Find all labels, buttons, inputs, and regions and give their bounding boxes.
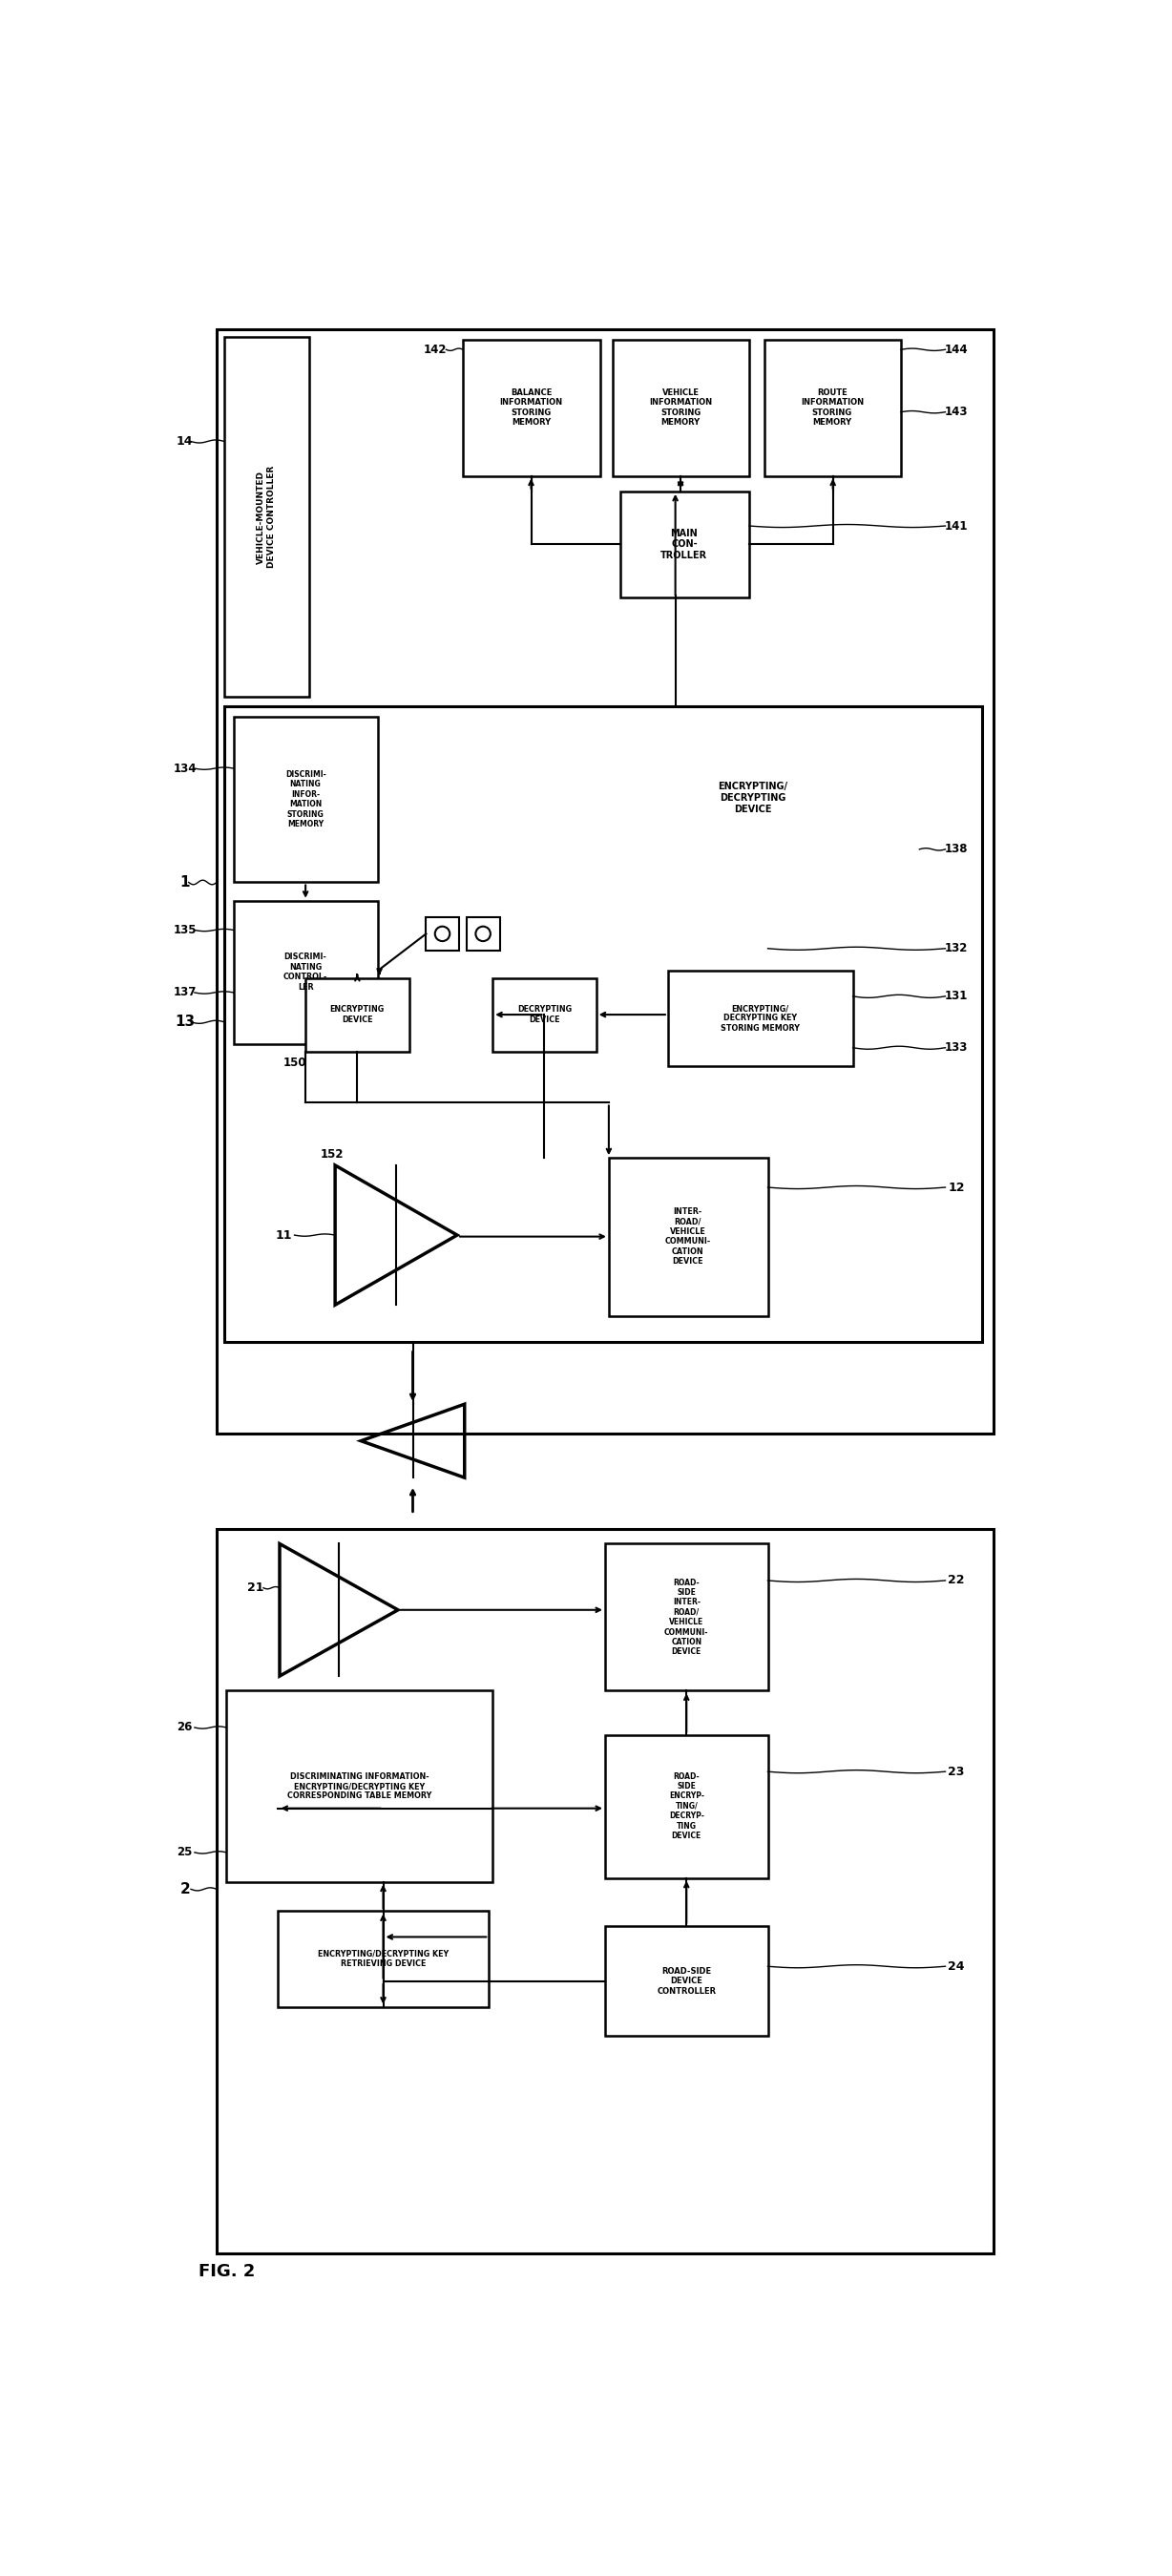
Bar: [605, 1734, 768, 1878]
Text: 143: 143: [945, 407, 968, 417]
Text: 2: 2: [179, 1883, 190, 1896]
Bar: [605, 1543, 768, 1690]
Bar: [427, 917, 459, 951]
Bar: [466, 917, 500, 951]
Bar: [233, 716, 379, 884]
Text: 13: 13: [175, 1015, 195, 1030]
Text: 135: 135: [173, 925, 197, 935]
Bar: [605, 1927, 768, 2035]
Text: ROAD-SIDE
DEVICE
CONTROLLER: ROAD-SIDE DEVICE CONTROLLER: [656, 1968, 716, 1996]
Text: 144: 144: [945, 343, 968, 355]
Bar: [608, 1159, 768, 1316]
Bar: [224, 337, 309, 698]
Text: 25: 25: [177, 1847, 192, 1860]
Bar: [226, 1690, 492, 1883]
Text: ENCRYPTING
DEVICE: ENCRYPTING DEVICE: [331, 1005, 384, 1023]
Text: DISCRIMI-
NATING
CONTROL-
LER: DISCRIMI- NATING CONTROL- LER: [284, 953, 328, 992]
Text: 142: 142: [423, 343, 447, 355]
Text: 137: 137: [173, 987, 197, 999]
Text: DISCRIMI-
NATING
INFOR-
MATION
STORING
MEMORY: DISCRIMI- NATING INFOR- MATION STORING M…: [285, 770, 326, 829]
Text: VEHICLE
INFORMATION
STORING
MEMORY: VEHICLE INFORMATION STORING MEMORY: [649, 389, 713, 428]
Text: 22: 22: [948, 1574, 965, 1587]
Text: DECRYPTING
DEVICE: DECRYPTING DEVICE: [517, 1005, 572, 1023]
Text: DISCRIMINATING INFORMATION-
ENCRYPTING/DECRYPTING KEY
CORRESPONDING TABLE MEMORY: DISCRIMINATING INFORMATION- ENCRYPTING/D…: [287, 1772, 431, 1801]
Text: 24: 24: [948, 1960, 965, 1973]
Text: ROAD-
SIDE
ENCRYP-
TING/
DECRYP-
TING
DEVICE: ROAD- SIDE ENCRYP- TING/ DECRYP- TING DE…: [669, 1772, 704, 1839]
Bar: [764, 340, 901, 477]
Bar: [613, 340, 749, 477]
Text: ROUTE
INFORMATION
STORING
MEMORY: ROUTE INFORMATION STORING MEMORY: [800, 389, 864, 428]
Text: INTER-
ROAD/
VEHICLE
COMMUNI-
CATION
DEVICE: INTER- ROAD/ VEHICLE COMMUNI- CATION DEV…: [665, 1208, 711, 1265]
Text: BALANCE
INFORMATION
STORING
MEMORY: BALANCE INFORMATION STORING MEMORY: [499, 389, 563, 428]
Text: 141: 141: [945, 520, 968, 533]
Text: 23: 23: [948, 1765, 965, 1777]
Bar: [463, 340, 600, 477]
Text: FIG. 2: FIG. 2: [198, 2262, 255, 2280]
Text: 26: 26: [177, 1721, 192, 1734]
Text: 132: 132: [945, 943, 968, 956]
Bar: [217, 330, 994, 1432]
Text: 14: 14: [177, 435, 193, 448]
Text: ENCRYPTING/
DECRYPTING KEY
STORING MEMORY: ENCRYPTING/ DECRYPTING KEY STORING MEMOR…: [721, 1005, 800, 1033]
Text: 134: 134: [173, 762, 197, 775]
Text: 11: 11: [275, 1229, 292, 1242]
Text: 152: 152: [320, 1149, 343, 1159]
Text: 21: 21: [247, 1582, 265, 1595]
Bar: [217, 1530, 994, 2254]
Bar: [620, 492, 749, 598]
Text: 150: 150: [282, 1056, 306, 1069]
Text: ENCRYPTING/
DECRYPTING
DEVICE: ENCRYPTING/ DECRYPTING DEVICE: [718, 783, 788, 814]
Bar: [278, 1911, 489, 2007]
Text: ENCRYPTING/DECRYPTING KEY
RETRIEVING DEVICE: ENCRYPTING/DECRYPTING KEY RETRIEVING DEV…: [318, 1950, 449, 1968]
Text: ROAD-
SIDE
INTER-
ROAD/
VEHICLE
COMMUNI-
CATION
DEVICE: ROAD- SIDE INTER- ROAD/ VEHICLE COMMUNI-…: [665, 1579, 709, 1656]
Bar: [233, 902, 379, 1043]
Text: 12: 12: [948, 1182, 965, 1193]
Bar: [668, 971, 853, 1066]
Bar: [306, 979, 409, 1051]
Bar: [492, 979, 597, 1051]
Text: 131: 131: [945, 989, 968, 1002]
Text: MAIN
CON-
TROLLER: MAIN CON- TROLLER: [661, 528, 708, 559]
Text: 133: 133: [945, 1041, 968, 1054]
Text: 1: 1: [180, 876, 190, 889]
Bar: [224, 706, 982, 1342]
Text: 138: 138: [945, 842, 968, 855]
Text: VEHICLE-MOUNTED
DEVICE CONTROLLER: VEHICLE-MOUNTED DEVICE CONTROLLER: [257, 466, 275, 569]
